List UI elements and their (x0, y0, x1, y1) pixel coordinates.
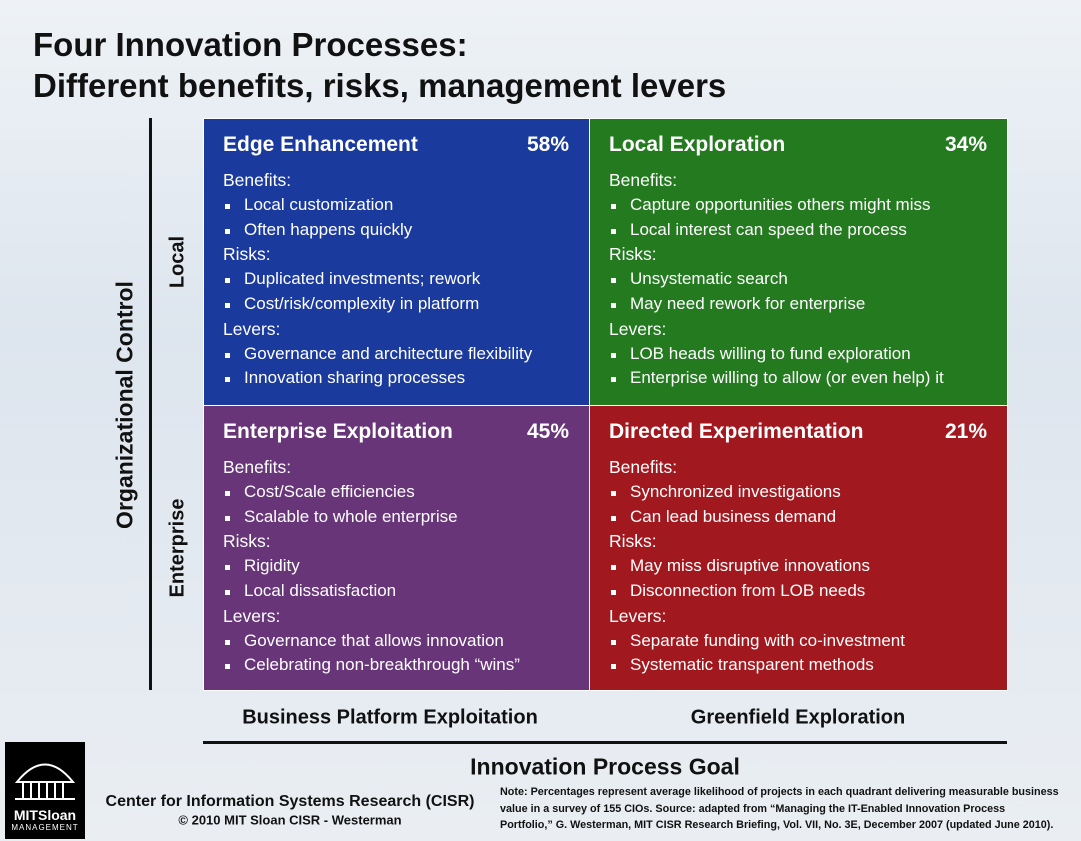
quadrant-percent: 34% (944, 133, 987, 156)
section-heading: Risks: (609, 531, 657, 552)
section-heading: Benefits: (223, 170, 292, 190)
axis-label: Organizational Control (111, 281, 138, 529)
org-name: Center for Information Systems Research … (105, 793, 475, 810)
quadrant-header: Local Exploration 34% (609, 133, 987, 170)
quadrant-percent: 45% (526, 420, 569, 443)
bullet-item: Innovation sharing processes (223, 368, 569, 393)
note: Note: Percentages represent average like… (500, 786, 1059, 831)
section-heading: Benefits: (609, 457, 678, 477)
bullet-item: Duplicated investments; rework (223, 269, 569, 294)
axis-label: Local (166, 235, 189, 289)
section-heading: Levers: (223, 318, 281, 339)
title-line: Four Innovation Processes: (33, 26, 468, 63)
bullet-item: Enterprise willing to allow (or even hel… (609, 368, 987, 393)
section-heading: Risks: (223, 244, 271, 265)
bullet-item: Cost/Scale efficiencies (223, 482, 569, 507)
bullet-item: Disconnection from LOB needs (609, 581, 987, 606)
quadrant-percent: 21% (944, 420, 987, 443)
bullet-item: Local customization (223, 195, 569, 220)
bullet-item: Rigidity (223, 556, 569, 581)
quadrant: Enterprise Exploitation 45% Benefits: Cost/… (203, 405, 590, 691)
quadrant-percent: 58% (526, 133, 569, 156)
axis-label: Business Platform Exploitation (242, 706, 538, 729)
axis-label: Enterprise (166, 498, 189, 598)
quadrant: Directed Experimentation 21% Benefits: Sync… (589, 405, 1008, 691)
quadrant: Local Exploration 34% Benefits: Capture opp… (589, 118, 1008, 406)
bullet-item: Systematic transparent methods (609, 655, 987, 680)
bullet-item: May miss disruptive innovations (609, 556, 987, 581)
quadrant-header: Edge Enhancement 58% (223, 133, 569, 170)
bullet-item: Cost/risk/complexity in platform (223, 294, 569, 319)
bullet-item: Often happens quickly (223, 220, 569, 245)
quadrant-title: Edge Enhancement (223, 133, 418, 156)
bullet-item: Governance and architecture flexibility (223, 344, 569, 369)
axis-line (149, 118, 152, 690)
quadrant-title: Local Exploration (609, 133, 786, 156)
copyright: © 2010 MIT Sloan CISR - Westerman (178, 812, 402, 828)
section-heading: Risks: (609, 244, 657, 265)
axis-line (203, 741, 1007, 744)
bullet-item: May need rework for enterprise (609, 294, 987, 319)
section-heading: Risks: (223, 531, 271, 552)
bullet-item: Governance that allows innovation (223, 631, 569, 656)
axis-label: Innovation Process Goal (470, 753, 740, 780)
title-line: Different benefits, risks, management le… (33, 67, 727, 104)
bullet-item: Celebrating non-breakthrough “wins” (223, 655, 569, 680)
section-heading: Levers: (223, 605, 281, 626)
bullet-item: Scalable to whole enterprise (223, 507, 569, 532)
bullet-item: Can lead business demand (609, 507, 987, 532)
bullet-item: Separate funding with co-investment (609, 631, 987, 656)
quadrant-header: Directed Experimentation 21% (609, 420, 987, 457)
section-heading: Levers: (609, 605, 667, 626)
quadrant-title: Directed Experimentation (609, 420, 864, 443)
logo-dome (14, 763, 76, 800)
bullet-item: Local interest can speed the process (609, 220, 987, 245)
bullet-item: Capture opportunities others might miss (609, 195, 987, 220)
quadrant-title: Enterprise Exploitation (223, 420, 453, 443)
logo-name: MITSloan (13, 807, 77, 823)
logo-sub: MANAGEMENT (11, 823, 79, 832)
bullet-item: Synchronized investigations (609, 482, 987, 507)
bullet-item: Local dissatisfaction (223, 581, 569, 606)
quadrant-header: Enterprise Exploitation 45% (223, 420, 569, 457)
section-heading: Levers: (609, 318, 667, 339)
logo: MITSloan MANAGEMENT (5, 742, 85, 839)
axis-label: Greenfield Exploration (690, 706, 906, 729)
section-heading: Benefits: (223, 457, 292, 477)
bullet-item: LOB heads willing to fund exploration (609, 344, 987, 369)
section-heading: Benefits: (609, 170, 678, 190)
bullet-item: Unsystematic search (609, 269, 987, 294)
quadrant: Edge Enhancement 58% Benefits: Local custom… (203, 118, 590, 406)
